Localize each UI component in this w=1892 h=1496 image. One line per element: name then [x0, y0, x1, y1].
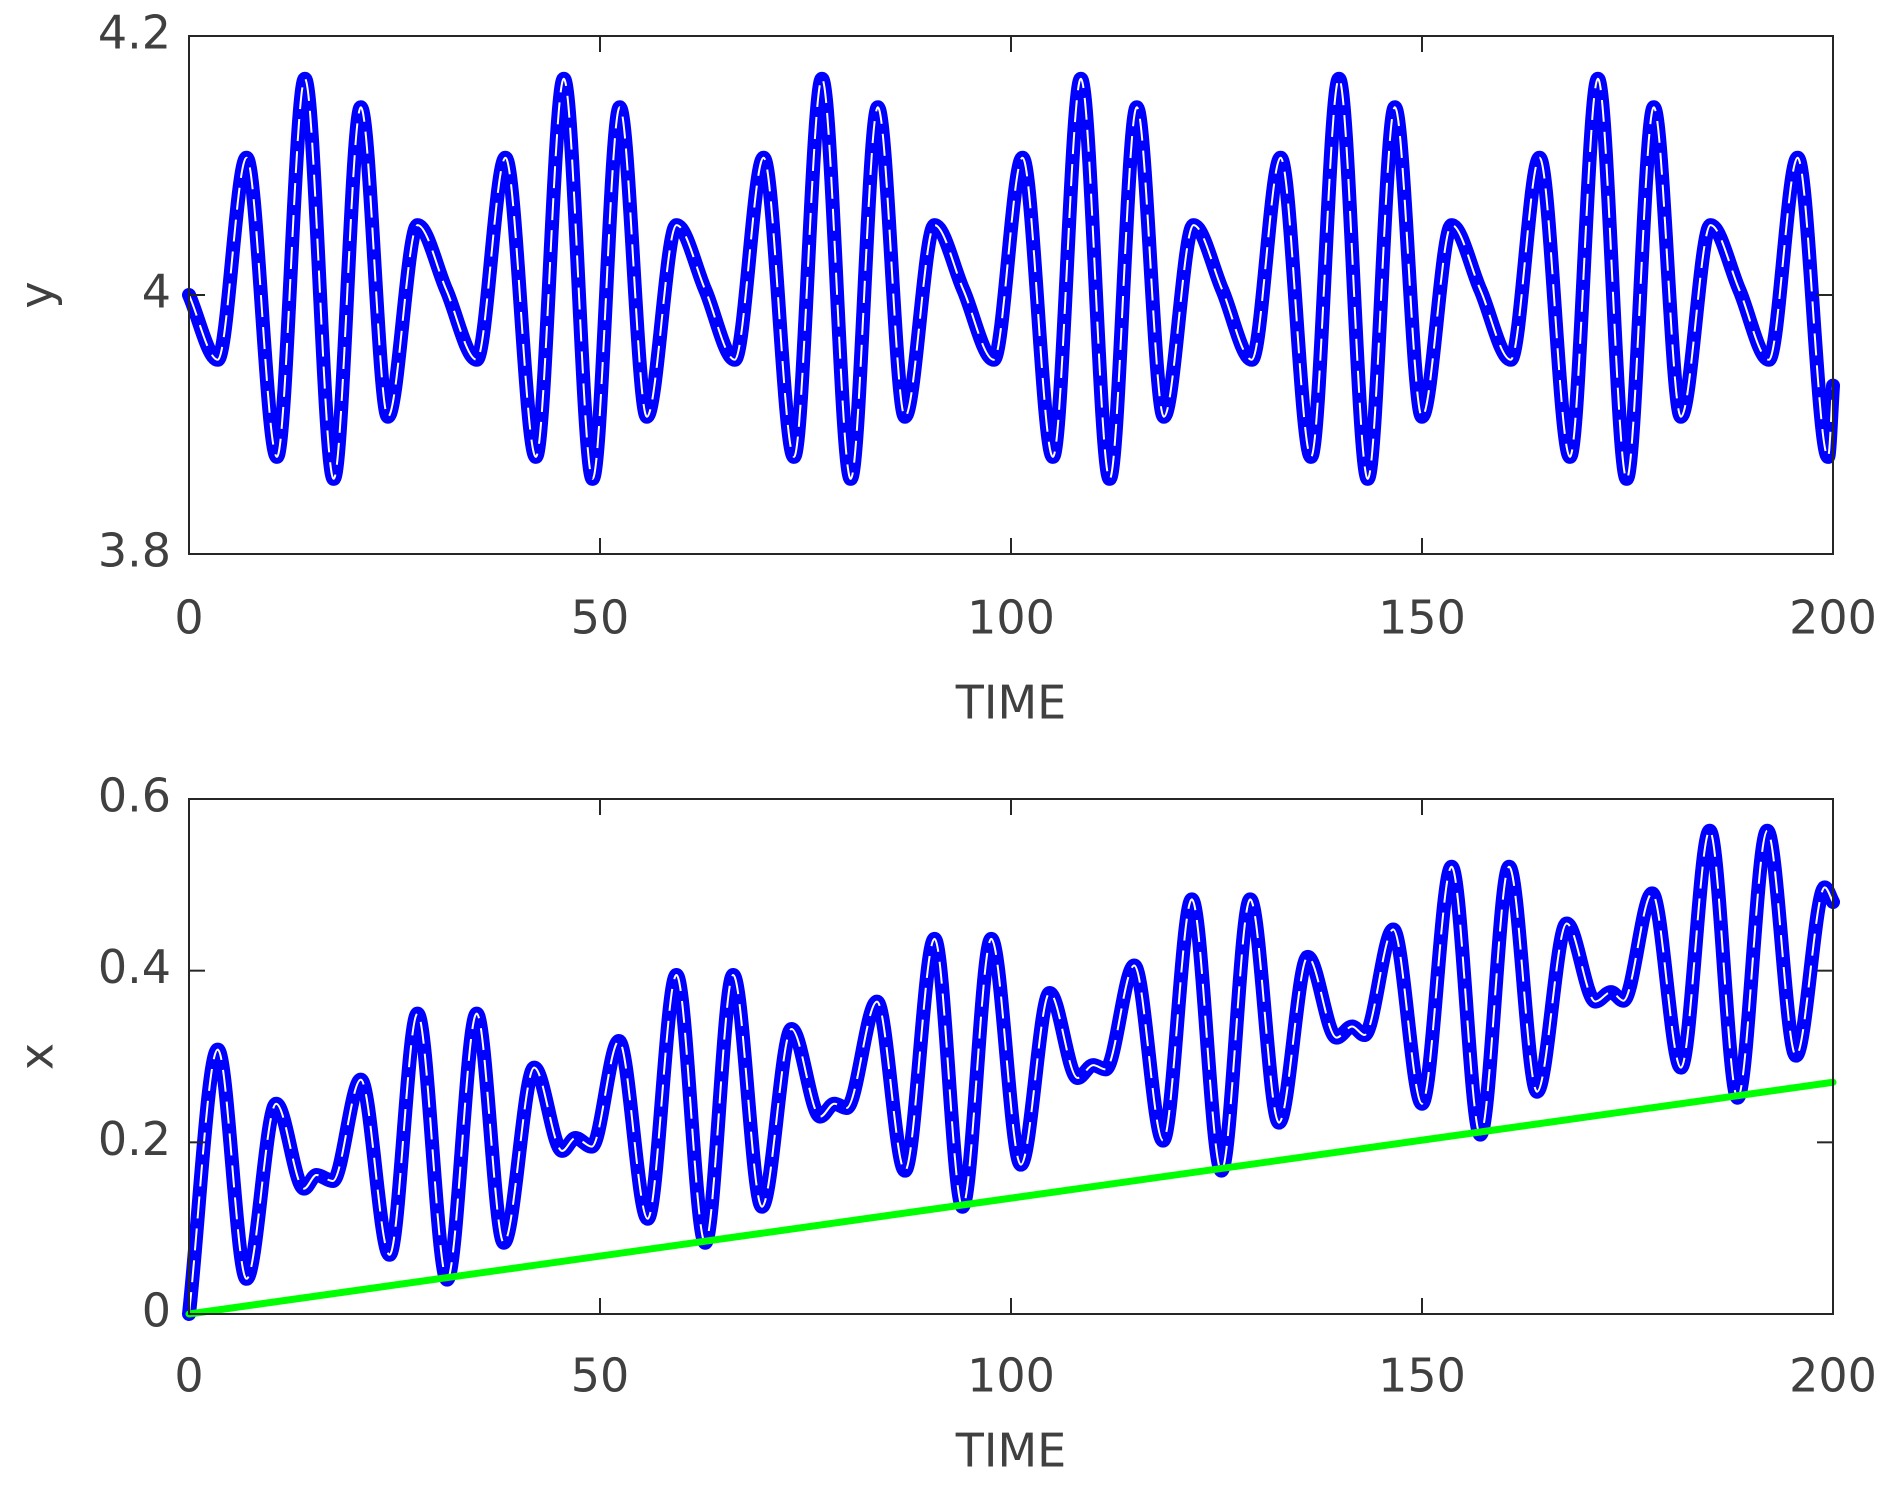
x-tick-label: 100: [967, 591, 1055, 645]
data-line: [182, 71, 1840, 486]
x-tick-label: 50: [571, 1349, 630, 1403]
y-axis-label: x: [10, 1043, 64, 1070]
data-line-dash: [188, 77, 1834, 480]
y-tick-label: 0.4: [98, 940, 171, 994]
x-tick-label: 100: [967, 1349, 1055, 1403]
series-group: [182, 823, 1840, 1321]
y-tick-label: 4: [142, 265, 171, 319]
y-tick-label: 0.2: [98, 1112, 171, 1166]
y-tick-label: 0.6: [98, 769, 171, 823]
x-axis-label: TIME: [955, 1424, 1066, 1478]
data-line-dash: [188, 829, 1834, 1315]
y-tick-label: 0: [142, 1284, 171, 1338]
x-tick-label: 200: [1789, 591, 1877, 645]
x-tick-label: 150: [1378, 591, 1466, 645]
x-tick-label: 0: [174, 1349, 203, 1403]
x-tick-label: 0: [174, 591, 203, 645]
plot-area: 0 50 100 150 200 0 0.2 0.4 0.6 TIME x: [10, 769, 1877, 1478]
y-tick-label: 3.8: [98, 524, 171, 578]
plot-area: 0 50 100 150 200 3.8 4 4.2 TIME y: [10, 6, 1877, 730]
data-line: [185, 1078, 1837, 1318]
x-tick-label: 150: [1378, 1349, 1466, 1403]
x-axis-label: TIME: [955, 676, 1066, 730]
y-tick-label: 4.2: [98, 6, 171, 60]
x-tick-label: 200: [1789, 1349, 1877, 1403]
x-tick-label: 50: [571, 591, 630, 645]
y-axis-label: y: [10, 281, 64, 308]
data-line: [182, 823, 1840, 1321]
series-group: [182, 71, 1840, 486]
